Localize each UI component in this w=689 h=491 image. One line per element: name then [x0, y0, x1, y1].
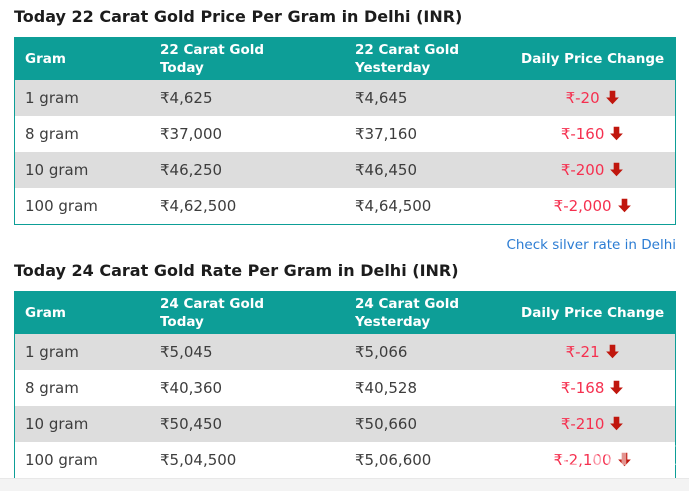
cell-gram: 1 gram: [25, 89, 79, 108]
down-arrow-icon: [609, 416, 624, 431]
table-row: 100 gram ₹4,62,500 ₹4,64,500 ₹-2,000: [14, 188, 676, 225]
down-arrow-icon: [617, 452, 632, 467]
table-row: 10 gram ₹46,250 ₹46,450 ₹-200: [14, 152, 676, 189]
col-header-today: 24 Carat Gold Today: [150, 291, 345, 335]
gold-22-title: Today 22 Carat Gold Price Per Gram in De…: [14, 7, 463, 26]
cell-today-price: ₹46,250: [160, 161, 223, 180]
table-row: 8 gram ₹37,000 ₹37,160 ₹-160: [14, 116, 676, 153]
cell-today-price: ₹4,62,500: [160, 197, 237, 216]
cell-daily-change: ₹-168: [510, 370, 675, 406]
down-arrow-icon: [609, 162, 624, 177]
cell-today-price: ₹50,450: [160, 415, 223, 434]
gold-24-header-row: Gram 24 Carat Gold Today 24 Carat Gold Y…: [14, 291, 676, 335]
table-row: 100 gram ₹5,04,500 ₹5,06,600 ₹-2,100: [14, 442, 676, 479]
cell-today-price: ₹4,625: [160, 89, 213, 108]
col-header-daily-change: Daily Price Change: [510, 291, 676, 335]
change-value: ₹-2,100: [553, 451, 612, 470]
cell-daily-change: ₹-2,000: [510, 188, 675, 224]
cell-yesterday-price: ₹37,160: [354, 125, 418, 144]
gold-22-header-row: Gram 22 Carat Gold Today 22 Carat Gold Y…: [14, 37, 676, 81]
cell-daily-change: ₹-160: [510, 116, 675, 152]
col-header-today: 22 Carat Gold Today: [150, 37, 345, 81]
change-value: ₹-210: [560, 415, 605, 434]
cell-yesterday-price: ₹46,450: [354, 161, 418, 180]
silver-rate-link[interactable]: Check silver rate in Delhi: [506, 236, 676, 253]
table-row: 8 gram ₹40,360 ₹40,528 ₹-168: [14, 370, 676, 407]
cell-yesterday-price: ₹4,64,500: [354, 197, 432, 216]
col-header-gram: Gram: [14, 37, 150, 81]
cell-yesterday-price: ₹5,066: [354, 343, 408, 362]
change-value: ₹-21: [565, 343, 600, 362]
cell-gram: 10 gram: [25, 161, 89, 180]
col-header-yesterday: 24 Carat Gold Yesterday: [344, 291, 511, 335]
bottom-strip: [0, 478, 689, 491]
cell-yesterday-price: ₹50,660: [354, 415, 418, 434]
cell-today-price: ₹5,04,500: [160, 451, 237, 470]
cell-daily-change: ₹-200: [510, 152, 675, 188]
cell-daily-change: ₹-2,100: [510, 442, 675, 478]
down-arrow-icon: [609, 126, 624, 141]
change-value: ₹-168: [560, 379, 605, 398]
down-arrow-icon: [617, 198, 632, 213]
cell-daily-change: ₹-20: [510, 80, 675, 116]
cell-gram: 1 gram: [25, 343, 79, 362]
gold-24-title: Today 24 Carat Gold Rate Per Gram in Del…: [14, 260, 459, 280]
cell-gram: 100 gram: [25, 197, 98, 216]
down-arrow-icon: [609, 380, 624, 395]
silver-link-row: Check silver rate in Delhi: [14, 237, 676, 254]
cell-yesterday-price: ₹5,06,600: [354, 451, 432, 470]
change-value: ₹-160: [560, 125, 605, 144]
cell-daily-change: ₹-210: [510, 406, 675, 442]
cell-today-price: ₹5,045: [160, 343, 213, 362]
cell-yesterday-price: ₹4,645: [354, 89, 408, 108]
col-header-yesterday: 22 Carat Gold Yesterday: [344, 37, 511, 81]
down-arrow-icon: [605, 90, 620, 105]
cell-daily-change: ₹-21: [510, 334, 675, 370]
cell-gram: 8 gram: [25, 379, 79, 398]
table-row: 1 gram ₹5,045 ₹5,066 ₹-21: [14, 334, 676, 371]
change-value: ₹-2,000: [553, 197, 612, 216]
cell-gram: 100 gram: [25, 451, 98, 470]
change-value: ₹-200: [560, 161, 605, 180]
col-header-gram: Gram: [14, 291, 150, 335]
gold-22-table: Gram 22 Carat Gold Today 22 Carat Gold Y…: [14, 37, 676, 225]
cell-gram: 10 gram: [25, 415, 89, 434]
cell-today-price: ₹40,360: [160, 379, 223, 398]
table-row: 1 gram ₹4,625 ₹4,645 ₹-20: [14, 80, 676, 117]
gold-24-table: Gram 24 Carat Gold Today 24 Carat Gold Y…: [14, 291, 676, 479]
cell-today-price: ₹37,000: [160, 125, 223, 144]
cell-gram: 8 gram: [25, 125, 79, 144]
table-row: 10 gram ₹50,450 ₹50,660 ₹-210: [14, 406, 676, 443]
change-value: ₹-20: [565, 89, 600, 108]
down-arrow-icon: [605, 344, 620, 359]
col-header-daily-change: Daily Price Change: [510, 37, 676, 81]
cell-yesterday-price: ₹40,528: [354, 379, 418, 398]
content-area: Today 22 Carat Gold Price Per Gram in De…: [14, 7, 676, 479]
